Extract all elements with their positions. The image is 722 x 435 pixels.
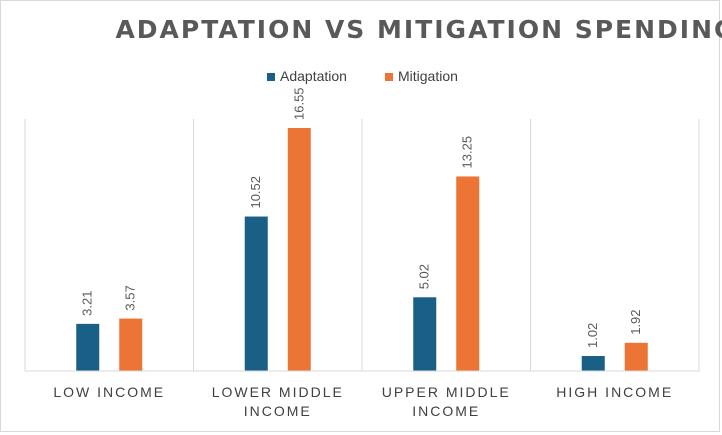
bar-adaptation-1 — [244, 216, 268, 371]
category-labels: LOW INCOME LOWER MIDDLE INCOME UPPER MIDDLE… — [53, 384, 673, 419]
legend: Adaptation Mitigation — [267, 68, 458, 84]
category-label-2-1: INCOME — [412, 403, 480, 419]
gridlines — [24, 119, 700, 371]
bar-adaptation-3 — [581, 356, 605, 371]
bar-mitigation-2 — [456, 176, 480, 371]
value-label-mitigation-2: 13.25 — [460, 136, 475, 169]
value-label-adaptation-3: 1.02 — [585, 323, 600, 348]
value-labels: 3.21 3.57 10.52 16.55 5.02 13.25 1.02 1.92 — [80, 87, 644, 348]
bars — [76, 128, 648, 371]
value-label-adaptation-1: 10.52 — [248, 176, 263, 209]
bar-adaptation-2 — [413, 297, 437, 371]
value-label-mitigation-0: 3.57 — [123, 285, 138, 310]
legend-swatch-adaptation — [267, 73, 275, 81]
legend-swatch-mitigation — [385, 73, 393, 81]
bar-mitigation-1 — [287, 128, 311, 371]
category-label-3-0: HIGH INCOME — [556, 384, 673, 400]
category-label-1-0: LOWER MIDDLE — [212, 384, 344, 400]
category-label-0-0: LOW INCOME — [53, 384, 165, 400]
bar-adaptation-0 — [76, 323, 100, 371]
value-label-mitigation-1: 16.55 — [291, 87, 306, 120]
legend-label-adaptation: Adaptation — [280, 68, 347, 84]
chart-title: ADAPTATION VS MITIGATION SPENDING — [115, 15, 722, 44]
legend-label-mitigation: Mitigation — [398, 68, 458, 84]
category-label-2-0: UPPER MIDDLE — [382, 384, 511, 400]
value-label-mitigation-3: 1.92 — [628, 309, 643, 334]
category-label-1-1: INCOME — [244, 403, 312, 419]
value-label-adaptation-2: 5.02 — [417, 264, 432, 289]
bar-mitigation-3 — [624, 342, 648, 371]
bar-mitigation-0 — [119, 318, 143, 371]
value-label-adaptation-0: 3.21 — [80, 291, 95, 316]
